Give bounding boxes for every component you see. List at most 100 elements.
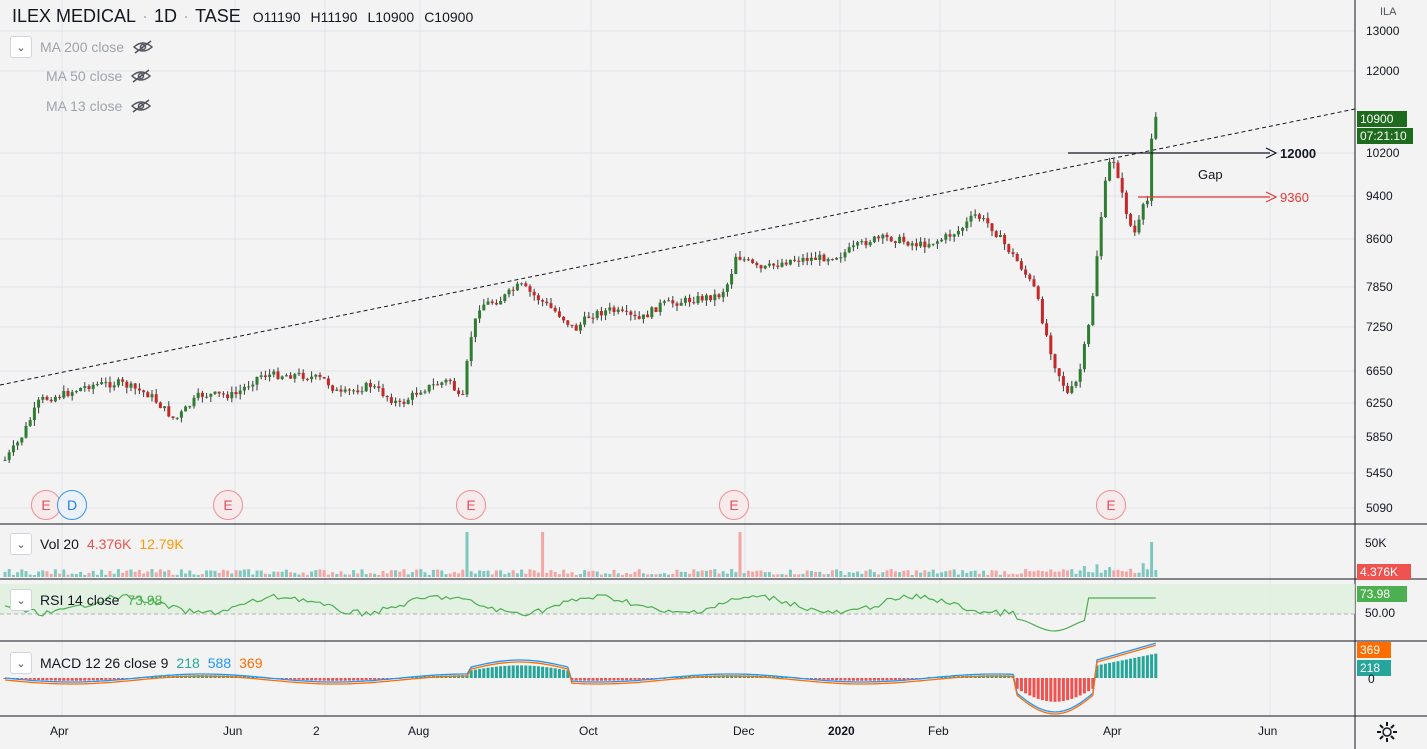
- volume-bar: [826, 573, 830, 577]
- signal-value: 588: [207, 655, 232, 671]
- macd-hist-bar: [1061, 678, 1065, 702]
- candle-body: [956, 230, 960, 235]
- candle-body: [1150, 138, 1154, 201]
- ma13-label[interactable]: MA 13 close: [46, 98, 123, 114]
- eye-hidden-icon[interactable]: [132, 39, 154, 55]
- volume-bar: [280, 571, 284, 577]
- macd-hist-bar: [679, 676, 683, 678]
- candle-body: [66, 390, 70, 396]
- macd-hist-bar: [289, 678, 293, 680]
- candle-body: [112, 385, 116, 388]
- macd-hist-bar: [910, 678, 914, 680]
- macd-hist-bar: [830, 678, 834, 681]
- candle-body: [343, 389, 347, 392]
- dividend-marker[interactable]: D: [57, 490, 87, 520]
- volume-bar: [133, 571, 137, 577]
- macd-hist-bar: [675, 677, 679, 678]
- candle-body: [578, 324, 582, 331]
- candle-body: [217, 391, 221, 394]
- volume-bar: [696, 571, 700, 577]
- volume-bar: [431, 569, 435, 577]
- earnings-marker[interactable]: E: [213, 490, 243, 520]
- candle-body: [860, 241, 864, 243]
- volume-bar: [66, 574, 70, 577]
- macd-hist-bar: [486, 667, 490, 678]
- candle-body: [196, 392, 200, 398]
- macd-hist-bar: [532, 665, 536, 678]
- candle-body: [503, 294, 507, 302]
- volume-bar: [893, 571, 897, 577]
- macd-hist-bar: [347, 678, 351, 681]
- ma50-label[interactable]: MA 50 close: [46, 68, 123, 84]
- volume-bar: [902, 570, 906, 577]
- macd-hist-bar: [116, 678, 120, 680]
- macd-hist-bar: [583, 678, 587, 681]
- volume-label[interactable]: Vol 20: [40, 536, 79, 552]
- earnings-marker[interactable]: E: [1096, 490, 1126, 520]
- collapse-macd-button[interactable]: ⌄: [10, 652, 32, 674]
- candle-body: [179, 411, 183, 418]
- earnings-marker[interactable]: E: [719, 490, 749, 520]
- volume-bar: [368, 573, 372, 577]
- macd-hist-bar: [625, 678, 629, 681]
- collapse-volume-button[interactable]: ⌄: [10, 533, 32, 555]
- candle-body: [1032, 279, 1036, 287]
- interval[interactable]: 1D: [154, 6, 178, 26]
- candle-body: [650, 307, 654, 318]
- macd-hist-bar: [150, 677, 154, 678]
- rsi-label[interactable]: RSI 14 close: [40, 592, 120, 608]
- macd-hist-bar: [574, 678, 578, 681]
- candle-body: [473, 318, 477, 338]
- eye-hidden-icon[interactable]: [130, 98, 152, 114]
- macd-hist-bar: [1082, 678, 1086, 694]
- volume-bar: [755, 570, 759, 577]
- candle-body: [1099, 217, 1103, 257]
- candle-body: [335, 389, 339, 391]
- volume-bar: [591, 570, 595, 577]
- macd-hist-bar: [482, 668, 486, 678]
- macd-hist-bar: [32, 678, 36, 680]
- candle-body: [272, 371, 276, 375]
- candle-body: [1087, 324, 1091, 345]
- volume-bar: [70, 573, 74, 577]
- price-axis-label: 9400: [1366, 189, 1393, 203]
- macd-hist-bar: [1032, 678, 1036, 698]
- symbol-name[interactable]: ILEX MEDICAL: [12, 6, 137, 26]
- volume-bar: [511, 570, 515, 577]
- volume-bar: [553, 571, 557, 577]
- macd-label[interactable]: MACD 12 26 close 9: [40, 655, 169, 671]
- macd-hist-bar: [1066, 678, 1070, 701]
- candle-body: [1061, 376, 1065, 386]
- candle-body: [671, 300, 675, 304]
- ma200-label[interactable]: MA 200 close: [40, 39, 125, 55]
- candle-body: [1057, 368, 1061, 377]
- macd-hist-bar: [541, 666, 545, 678]
- macd-hist-bar: [1133, 657, 1137, 678]
- candle-body: [402, 401, 406, 404]
- candle-body: [599, 311, 603, 316]
- volume-axis-label: 50K: [1365, 536, 1387, 550]
- price-axis-label: 13000: [1366, 24, 1400, 38]
- collapse-indicators-button[interactable]: ⌄: [10, 36, 32, 58]
- macd-hist-bar: [70, 678, 74, 681]
- candle-body: [37, 399, 41, 408]
- volume-bar: [566, 573, 570, 577]
- earnings-marker[interactable]: E: [31, 490, 61, 520]
- settings-gear-icon[interactable]: [1376, 721, 1398, 743]
- rsi-value: 73.98: [127, 592, 163, 608]
- volume-bar: [457, 573, 461, 577]
- candle-body: [818, 254, 822, 260]
- macd-hist-bar: [1108, 662, 1112, 678]
- candle-body: [268, 374, 272, 378]
- candle-body: [1070, 386, 1074, 393]
- eye-hidden-icon[interactable]: [130, 68, 152, 84]
- candle-body: [889, 237, 893, 242]
- earnings-marker[interactable]: E: [456, 490, 486, 520]
- collapse-rsi-button[interactable]: ⌄: [10, 589, 32, 611]
- macd-hist-bar: [1091, 678, 1095, 689]
- volume-bar: [679, 571, 683, 577]
- candle-body: [814, 257, 818, 260]
- macd-hist-bar: [91, 678, 95, 681]
- volume-bar: [335, 574, 339, 577]
